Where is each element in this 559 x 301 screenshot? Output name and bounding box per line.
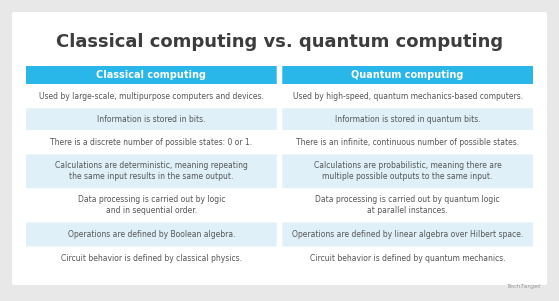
FancyBboxPatch shape	[26, 154, 277, 188]
FancyBboxPatch shape	[26, 188, 277, 222]
Text: Classical computing vs. quantum computing: Classical computing vs. quantum computin…	[56, 33, 503, 51]
Text: Data processing is carried out by quantum logic
at parallel instances.: Data processing is carried out by quantu…	[315, 195, 500, 216]
FancyBboxPatch shape	[282, 66, 533, 84]
FancyBboxPatch shape	[282, 222, 533, 247]
Text: There is a discrete number of possible states: 0 or 1.: There is a discrete number of possible s…	[50, 138, 253, 147]
FancyBboxPatch shape	[282, 154, 533, 188]
FancyBboxPatch shape	[26, 66, 277, 84]
Text: Information is stored in bits.: Information is stored in bits.	[97, 115, 206, 124]
FancyBboxPatch shape	[282, 84, 533, 108]
Text: There is an infinite, continuous number of possible states.: There is an infinite, continuous number …	[296, 138, 519, 147]
FancyBboxPatch shape	[282, 130, 533, 154]
Text: Classical computing: Classical computing	[96, 70, 206, 80]
Text: Used by large-scale, multipurpose computers and devices.: Used by large-scale, multipurpose comput…	[39, 92, 264, 101]
Text: Circuit behavior is defined by quantum mechanics.: Circuit behavior is defined by quantum m…	[310, 254, 505, 263]
FancyBboxPatch shape	[26, 247, 277, 271]
FancyBboxPatch shape	[26, 108, 277, 130]
Text: TechTarget: TechTarget	[506, 284, 541, 289]
FancyBboxPatch shape	[26, 84, 277, 108]
Text: Operations are defined by linear algebra over Hilbert space.: Operations are defined by linear algebra…	[292, 230, 523, 239]
FancyBboxPatch shape	[282, 188, 533, 222]
Text: Quantum computing: Quantum computing	[352, 70, 464, 80]
Text: Used by high-speed, quantum mechanics-based computers.: Used by high-speed, quantum mechanics-ba…	[292, 92, 523, 101]
Text: Information is stored in quantum bits.: Information is stored in quantum bits.	[335, 115, 480, 124]
FancyBboxPatch shape	[12, 12, 547, 285]
Text: Operations are defined by Boolean algebra.: Operations are defined by Boolean algebr…	[68, 230, 235, 239]
FancyBboxPatch shape	[282, 247, 533, 271]
Text: Calculations are probabilistic, meaning there are
multiple possible outputs to t: Calculations are probabilistic, meaning …	[314, 161, 501, 182]
Text: Data processing is carried out by logic
and in sequential order.: Data processing is carried out by logic …	[78, 195, 225, 216]
Text: Circuit behavior is defined by classical physics.: Circuit behavior is defined by classical…	[61, 254, 242, 263]
FancyBboxPatch shape	[26, 130, 277, 154]
FancyBboxPatch shape	[282, 108, 533, 130]
Text: Calculations are deterministic, meaning repeating
the same input results in the : Calculations are deterministic, meaning …	[55, 161, 248, 182]
FancyBboxPatch shape	[26, 222, 277, 247]
